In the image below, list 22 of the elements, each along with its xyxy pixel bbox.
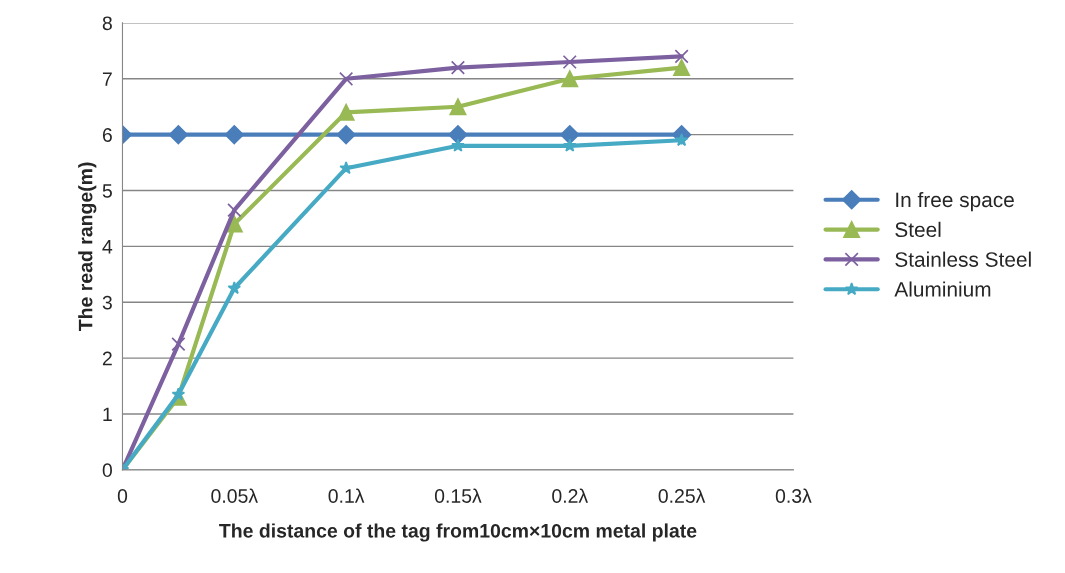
x-tick-label: 0.25λ [658, 488, 706, 503]
legend-label: Aluminium [894, 281, 991, 297]
x-tick-label: 0.1λ [328, 488, 365, 503]
x-tick-label: 0 [117, 489, 128, 503]
y-tick-label: 5 [102, 184, 112, 198]
y-tick-label: 7 [102, 72, 112, 86]
y-tick-label: 1 [103, 407, 112, 422]
x-tick-label: 0.05λ [211, 488, 258, 503]
legend-label: In free space [896, 191, 1014, 212]
x-axis-title: The distance of the tag from10cm×10cm metal plate [219, 523, 697, 542]
y-tick-label: 2 [102, 351, 112, 366]
y-tick-label: 8 [102, 16, 112, 31]
y-tick-label: 3 [102, 295, 112, 310]
y-tick-label: 0 [102, 463, 112, 478]
y-axis-title: The read range(m) [78, 162, 97, 331]
x-tick-label: 0.3λ [775, 488, 812, 503]
x-tick-label: 0.2λ [552, 488, 588, 503]
legend-label: Steel [895, 221, 941, 238]
legend-label: Stainless Steel [895, 251, 1031, 267]
y-tick-label: 4 [102, 240, 113, 254]
y-tick-label: 6 [102, 128, 112, 142]
x-tick-label: 0.15λ [434, 488, 482, 503]
